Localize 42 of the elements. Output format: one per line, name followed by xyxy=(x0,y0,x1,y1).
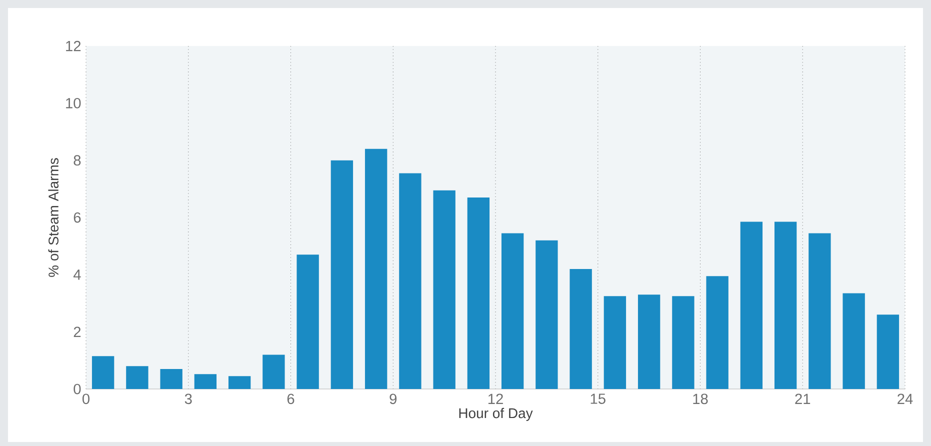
bar xyxy=(876,314,900,389)
x-tick-label: 21 xyxy=(795,394,810,404)
bar xyxy=(126,366,148,389)
bar xyxy=(501,233,524,389)
bar xyxy=(774,222,797,389)
bar xyxy=(536,240,558,389)
y-tick-label: 2 xyxy=(74,326,81,337)
bar xyxy=(604,296,626,389)
bar xyxy=(638,294,660,389)
bar xyxy=(467,197,490,389)
bar xyxy=(330,160,354,389)
bar xyxy=(296,254,319,389)
x-axis-title: Hour of Day xyxy=(459,408,533,421)
y-tick-label: 0 xyxy=(74,384,81,394)
bar xyxy=(194,374,217,389)
bar xyxy=(570,268,592,389)
x-tick-label: 12 xyxy=(488,394,503,404)
x-tick-label: 15 xyxy=(590,394,606,404)
bar xyxy=(706,276,728,389)
bar xyxy=(672,296,694,389)
bar xyxy=(364,148,388,389)
bar xyxy=(399,173,422,389)
bar xyxy=(160,368,182,389)
x-tick-label: 6 xyxy=(287,394,294,404)
y-tick-label: 6 xyxy=(74,212,81,223)
x-tick-label: 3 xyxy=(184,394,192,404)
y-tick-label: 10 xyxy=(66,98,81,108)
y-tick-label: 4 xyxy=(73,270,81,280)
bar xyxy=(92,356,114,389)
bar xyxy=(842,293,865,389)
bar xyxy=(740,222,763,389)
y-axis-title: % of Steam Alarms xyxy=(48,158,58,277)
x-tick-label: 0 xyxy=(82,394,90,404)
x-tick-label: 18 xyxy=(693,394,708,404)
y-tick-label: 12 xyxy=(66,40,81,52)
bar xyxy=(808,233,831,389)
x-tick-label: 9 xyxy=(390,394,397,404)
y-tick-label: 8 xyxy=(74,155,81,166)
bar xyxy=(262,354,285,389)
bar xyxy=(433,190,456,389)
bar xyxy=(228,376,251,389)
x-tick-label: 24 xyxy=(898,394,913,404)
